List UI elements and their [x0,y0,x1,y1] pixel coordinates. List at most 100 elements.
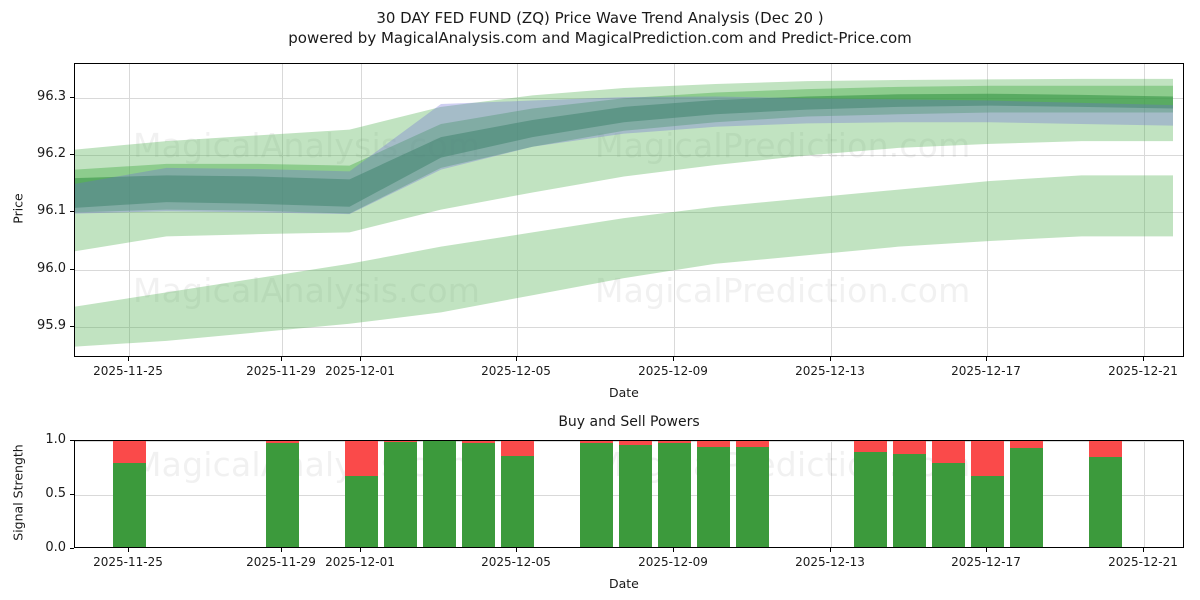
price-xtick-mark [516,357,517,361]
price-ytick-mark [70,326,74,327]
signal-xtick-mark [360,548,361,552]
sell-power-bar [112,441,146,463]
wave-band-outer-lower-band [75,175,1173,347]
sell-power-bar [657,441,691,444]
signal-xtick-mark [128,548,129,552]
sell-power-bar [853,441,887,452]
price-wave-panel: Price Date MagicalAnalysis.com MagicalPre… [11,63,1184,400]
price-gridline-v [1144,64,1145,356]
price-ytick-label: 96.2 [37,146,66,162]
buy-power-bar [1088,457,1122,547]
sell-power-bar [265,441,299,444]
buy-power-bar [422,441,456,547]
buy-power-bar [112,462,146,547]
buy-power-bar [383,442,417,547]
price-gridline-h [75,212,1183,213]
buy-power-bar [618,445,652,547]
price-gridline-v [517,64,518,356]
buy-power-bar [500,456,534,547]
price-gridline-v [674,64,675,356]
sell-power-bar [618,441,652,446]
signal-xtick-label: 2025-11-25 [93,555,163,569]
price-xtick-label: 2025-12-21 [1108,364,1178,378]
price-gridline-v [282,64,283,356]
price-xtick-mark [360,357,361,361]
price-xtick-label: 2025-12-05 [481,364,551,378]
page-subtitle: powered by MagicalAnalysis.com and Magic… [288,29,912,47]
sell-power-bar [1009,441,1043,448]
page-title: 30 DAY FED FUND (ZQ) Price Wave Trend An… [376,9,824,27]
signal-xtick-label: 2025-12-09 [638,555,708,569]
buy-sell-title: Buy and Sell Powers [558,414,700,430]
sell-power-bar [500,441,534,457]
signal-gridline-v [831,441,832,547]
sell-power-bar [383,441,417,443]
price-wave-bands [75,78,1173,347]
price-ytick-mark [70,269,74,270]
price-gridline-h [75,98,1183,99]
signal-xtick-mark [986,548,987,552]
buy-power-bar [265,443,299,547]
price-gridline-v [129,64,130,356]
price-xtick-label: 2025-11-29 [246,364,316,378]
buy-power-bar [344,475,378,547]
signal-xtick-mark [516,548,517,552]
price-ytick-mark [70,154,74,155]
signal-ytick-label: 0.0 [45,540,66,555]
price-plot-area: MagicalAnalysis.com MagicalPrediction.com… [74,63,1184,357]
signal-xtick-label: 2025-12-21 [1108,555,1178,569]
signal-xtick-label: 2025-12-01 [325,555,395,569]
price-gridline-h [75,155,1183,156]
sell-power-bar [1088,441,1122,458]
price-ytick-label: 96.1 [37,203,66,219]
date-axis-label-bottom: Date [609,576,639,591]
signal-xtick-label: 2025-11-29 [246,555,316,569]
price-xtick-mark [673,357,674,361]
price-xtick-label: 2025-12-17 [951,364,1021,378]
price-xtick-mark [1143,357,1144,361]
price-ytick-mark [70,97,74,98]
buy-sell-plot-area: MagicalAnalysis.com MagicalPrediction.com [74,440,1184,548]
price-xtick-label: 2025-12-01 [325,364,395,378]
signal-ytick-label: 1.0 [45,432,66,447]
sell-power-bar [579,441,613,444]
price-gridline-v [987,64,988,356]
wave-band-blue-band [75,96,1173,215]
sell-power-bar [735,441,769,447]
signal-xtick-mark [673,548,674,552]
signal-gridline-v [1144,441,1145,547]
signal-strength-axis-label: Signal Strength [10,444,26,541]
date-axis-label-top: Date [609,385,639,400]
signal-xtick-label: 2025-12-17 [951,555,1021,569]
price-xtick-mark [128,357,129,361]
buy-power-bar [1009,447,1043,547]
price-gridline-v [831,64,832,356]
sell-power-bar [931,441,965,463]
signal-xtick-mark [281,548,282,552]
wave-band-wide-band [75,78,1173,252]
sell-power-bar [892,441,926,455]
buy-power-bar [892,454,926,547]
signal-ytick-mark [70,494,74,495]
signal-ytick-label: 0.5 [45,486,66,501]
sell-power-bar [696,441,730,447]
price-xtick-mark [830,357,831,361]
price-gridline-h [75,327,1183,328]
signal-ytick-mark [70,440,74,441]
price-gridline-h [75,270,1183,271]
price-xtick-label: 2025-12-09 [638,364,708,378]
price-ytick-mark [70,211,74,212]
price-xtick-mark [281,357,282,361]
price-ytick-label: 96.3 [37,89,66,105]
buy-power-bar [931,462,965,547]
buy-sell-panel: Buy and Sell Powers Signal Strength Date… [0,410,1200,600]
chart-title-block: 30 DAY FED FUND (ZQ) Price Wave Trend An… [0,8,1200,48]
signal-xtick-label: 2025-12-05 [481,555,551,569]
sell-power-bar [344,441,378,476]
buy-power-bar [970,475,1004,547]
signal-xtick-mark [1143,548,1144,552]
sell-power-bar [461,441,495,444]
signal-xtick-mark [830,548,831,552]
price-gridline-v [361,64,362,356]
buy-power-bar [853,451,887,547]
